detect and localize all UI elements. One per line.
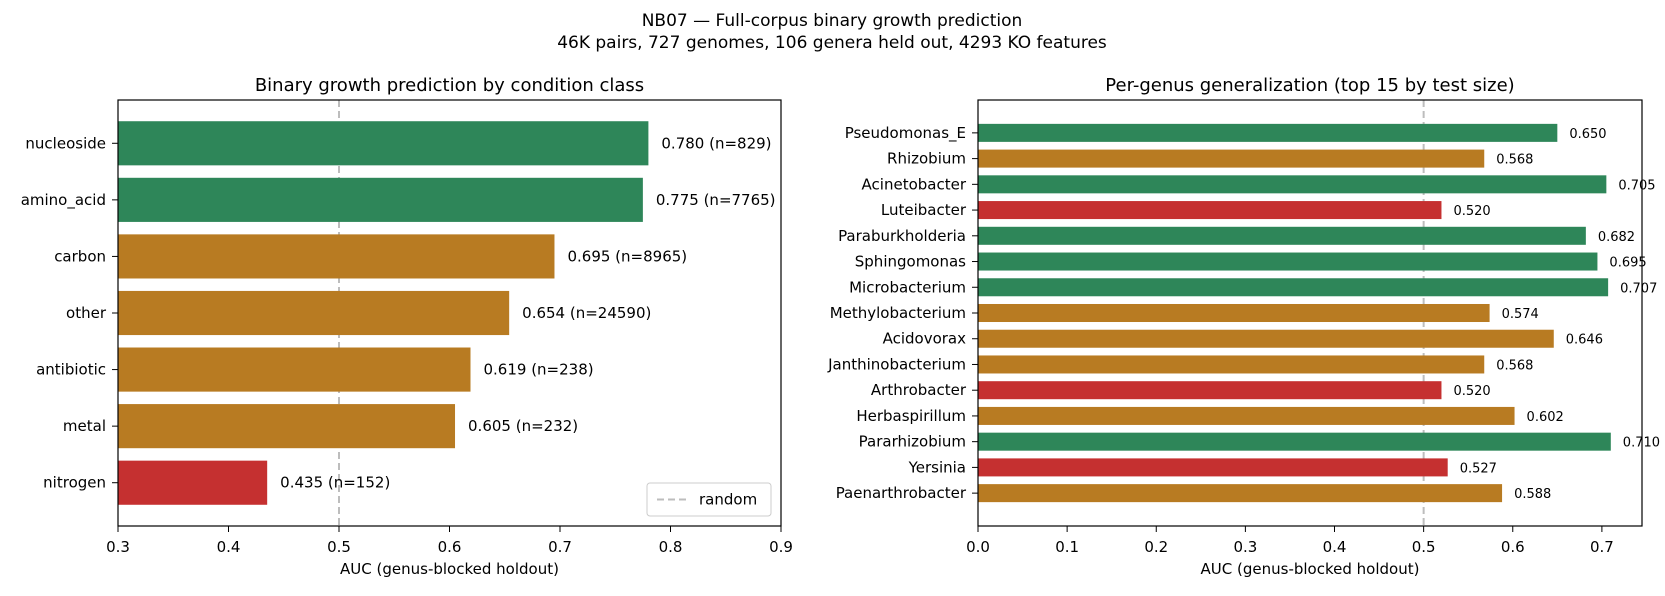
category-tick-label: Luteibacter — [881, 201, 967, 219]
bar — [978, 355, 1485, 374]
data-label: 0.605 (n=232) — [468, 417, 578, 435]
category-tick-label: Paenarthrobacter — [836, 484, 967, 502]
bar — [978, 201, 1442, 220]
bar — [978, 226, 1586, 245]
x-axis-label: AUC (genus-blocked holdout) — [1201, 560, 1420, 578]
category-tick-label: Acidovorax — [883, 330, 967, 348]
bar — [978, 278, 1609, 297]
data-label: 0.602 — [1527, 410, 1564, 425]
category-tick-label: nitrogen — [43, 474, 106, 492]
bar — [978, 149, 1485, 168]
figure-title-line2: 46K pairs, 727 genomes, 106 genera held … — [557, 33, 1107, 53]
figure-title-line1: NB07 — Full-corpus binary growth predict… — [642, 11, 1023, 31]
x-axis-label: AUC (genus-blocked holdout) — [340, 560, 559, 578]
bar — [978, 329, 1554, 348]
category-tick-label: Pararhizobium — [859, 433, 966, 451]
condition-class-chart: nucleoside 0.780 (n=829) amino_acid 0.775 (… — [21, 75, 793, 578]
data-label: 0.775 (n=7765) — [656, 191, 776, 209]
bar — [978, 252, 1598, 271]
x-tick-label: 0.6 — [1501, 538, 1525, 556]
x-tick-label: 0.4 — [1323, 538, 1347, 556]
x-tick-label: 0.3 — [106, 538, 130, 556]
category-tick-label: Janthinobacterium — [827, 355, 966, 373]
category-tick-label: nucleoside — [25, 134, 106, 152]
category-tick-label: Sphingomonas — [855, 253, 966, 271]
x-tick-label: 0.7 — [548, 538, 572, 556]
bar — [978, 458, 1448, 477]
data-label: 0.520 — [1453, 204, 1490, 219]
data-label: 0.520 — [1453, 384, 1490, 399]
category-tick-label: Arthrobacter — [871, 381, 967, 399]
bar — [978, 432, 1611, 451]
bar — [978, 484, 1503, 503]
data-label: 0.527 — [1460, 461, 1497, 476]
bar — [118, 177, 643, 222]
data-label: 0.568 — [1496, 358, 1533, 373]
x-tick-label: 0.5 — [1412, 538, 1436, 556]
bar — [118, 347, 471, 392]
bar — [118, 404, 456, 449]
category-tick-label: amino_acid — [21, 191, 106, 210]
legend-box — [646, 482, 772, 517]
chart-title: Binary growth prediction by condition cl… — [255, 75, 644, 96]
category-tick-label: Rhizobium — [887, 150, 966, 168]
category-tick-label: antibiotic — [36, 361, 106, 379]
data-label: 0.780 (n=829) — [661, 134, 771, 152]
category-tick-label: metal — [63, 417, 106, 435]
x-tick-label: 0.4 — [217, 538, 241, 556]
data-label: 0.695 — [1609, 256, 1646, 271]
x-tick-label: 0.7 — [1590, 538, 1614, 556]
x-tick-label: 0.6 — [438, 538, 462, 556]
category-tick-label: other — [66, 304, 107, 322]
category-tick-label: Paraburkholderia — [838, 227, 966, 245]
category-tick-label: Acinetobacter — [862, 175, 967, 193]
bar — [978, 175, 1607, 194]
bar — [978, 123, 1558, 142]
bar — [118, 290, 510, 336]
category-tick-label: Yersinia — [908, 458, 966, 476]
legend: random — [646, 482, 772, 517]
data-label: 0.568 — [1496, 153, 1533, 168]
x-tick-label: 0.1 — [1055, 538, 1079, 556]
x-tick-label: 0.2 — [1144, 538, 1168, 556]
data-label: 0.695 (n=8965) — [567, 247, 687, 265]
data-label: 0.646 — [1566, 333, 1603, 348]
category-tick-label: Pseudomonas_E — [845, 124, 966, 143]
bar — [118, 121, 649, 166]
data-label: 0.707 — [1620, 281, 1657, 296]
x-tick-label: 0.5 — [327, 538, 351, 556]
data-label: 0.650 — [1569, 127, 1606, 142]
data-label: 0.588 — [1514, 487, 1551, 502]
category-tick-label: Herbaspirillum — [856, 407, 966, 425]
bar — [118, 234, 555, 279]
x-tick-label: 0.9 — [769, 538, 793, 556]
data-label: 0.619 (n=238) — [483, 361, 593, 379]
bar — [978, 303, 1490, 323]
x-tick-label: 0.8 — [659, 538, 683, 556]
bar — [978, 381, 1442, 400]
category-tick-label: Microbacterium — [849, 278, 966, 296]
data-label: 0.435 (n=152) — [280, 474, 390, 492]
axes-frame — [977, 99, 1643, 527]
data-label: 0.574 — [1502, 307, 1539, 322]
legend-label: random — [699, 491, 757, 509]
per-genus-chart: Pseudomonas_E 0.650 Rhizobium 0.568 Acinetob… — [827, 75, 1660, 578]
x-tick-label: 0.0 — [966, 538, 990, 556]
bar — [118, 460, 268, 505]
category-tick-label: Methylobacterium — [830, 304, 966, 322]
data-label: 0.682 — [1598, 230, 1635, 245]
chart-title: Per-genus generalization (top 15 by test… — [1105, 75, 1514, 96]
category-tick-label: carbon — [54, 247, 106, 265]
bar — [978, 406, 1515, 425]
x-tick-label: 0.3 — [1233, 538, 1257, 556]
data-label: 0.705 — [1618, 178, 1655, 193]
data-label: 0.654 (n=24590) — [522, 304, 651, 322]
